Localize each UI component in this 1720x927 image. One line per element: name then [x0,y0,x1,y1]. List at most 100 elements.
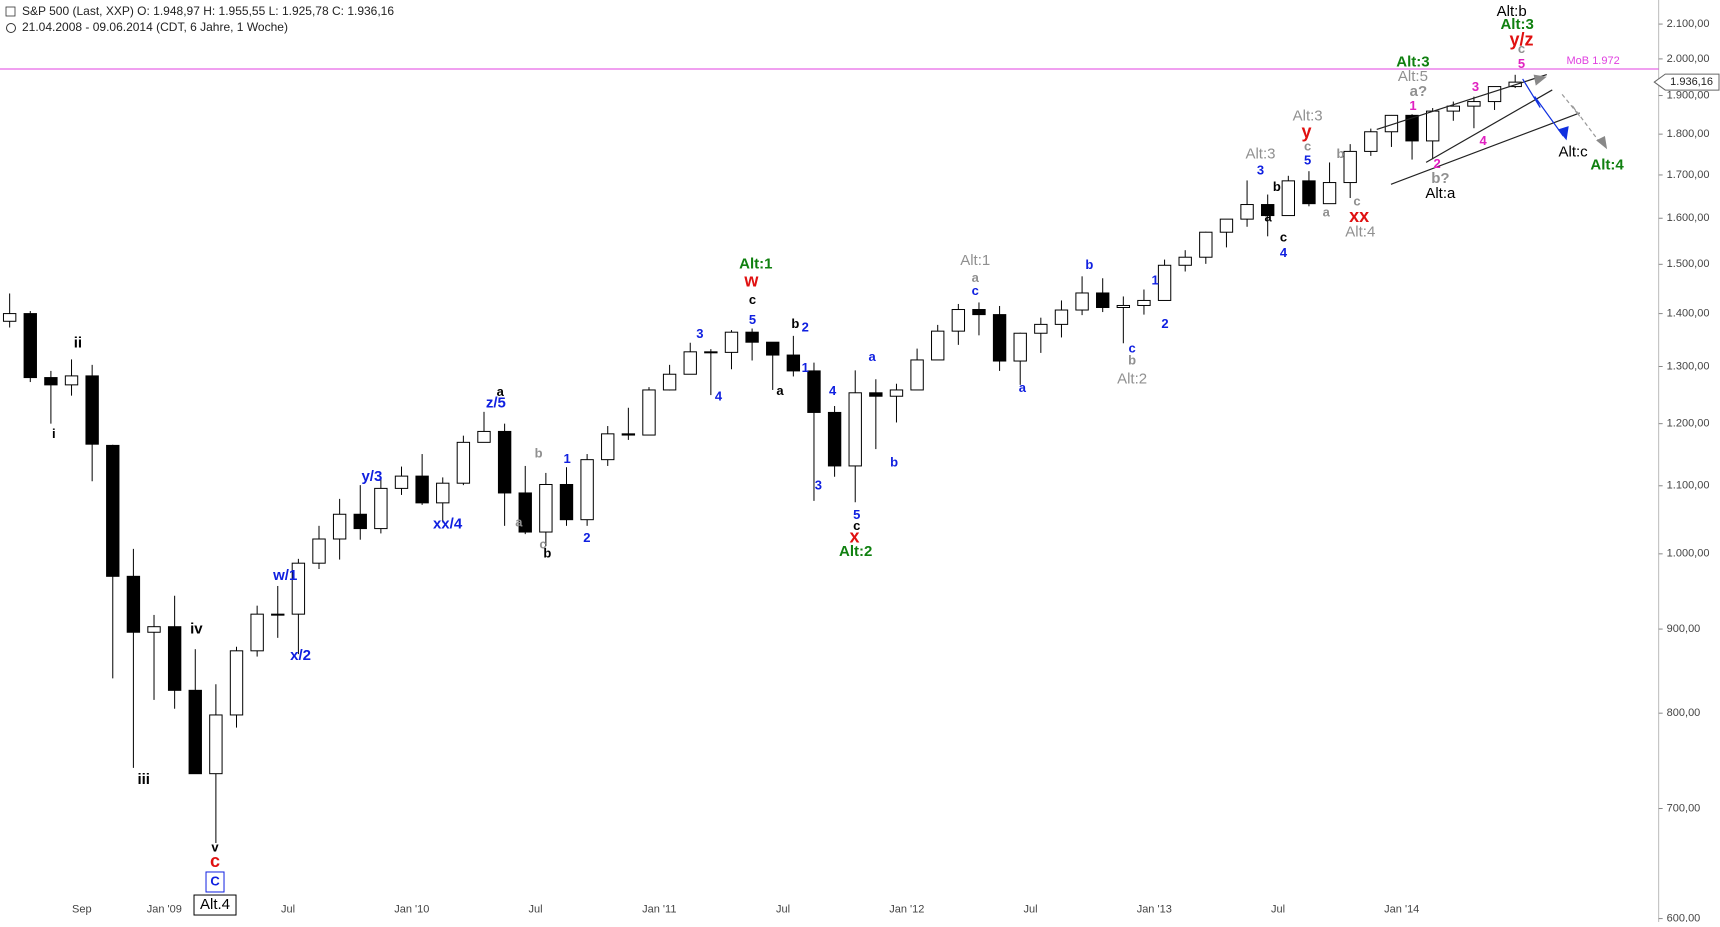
wave-label: a? [1410,83,1428,100]
candle-body [910,359,924,391]
candle-body [394,475,409,489]
wave-label: i [52,426,56,441]
candle-body [44,377,58,386]
candle-body [312,538,326,564]
y-tick-label: 900,00 [1667,623,1701,635]
wave-label: Alt:3 [1293,107,1323,124]
x-tick-label: Jan '11 [642,903,676,915]
wave-label: b [543,545,551,560]
candle-body [1425,110,1440,142]
wave-label: w/1 [272,567,297,584]
wave-label: a [515,515,523,530]
candle-body [23,313,37,379]
candle-body [518,492,532,533]
candle-body [477,430,491,443]
y-tick-label: 1.900,00 [1667,89,1710,101]
wave-label: b [791,316,799,331]
candle-body [209,714,223,775]
candle-body [827,411,842,467]
candle-body [1075,292,1089,311]
wave-label: 1 [1409,98,1416,113]
wave-label: Alt:a [1425,185,1456,202]
candle-body [1467,101,1481,107]
wave-label: 5 [1304,153,1311,168]
wave-label: z/5 [486,395,506,412]
trend-line [1425,89,1553,163]
y-tick-label: 1.000,00 [1667,548,1710,560]
wave-label: c [1353,193,1360,208]
label-box [205,871,225,893]
wave-label: x [850,526,860,546]
arrow-head [1557,126,1569,141]
arrow-head [1596,136,1608,150]
candle-body [745,331,759,343]
wave-label: Alt:1 [739,255,772,272]
candle-body [1343,150,1357,184]
candle-body [766,341,780,356]
candle-body [1240,204,1254,220]
wave-label: a [868,349,876,364]
candle-body [601,433,615,461]
candle-body [1302,180,1316,205]
chart-icon [5,6,16,17]
projection-arrow [1561,93,1603,146]
candle-body [1034,323,1048,334]
y-tick-label: 1.200,00 [1667,418,1710,430]
wave-label: y [1302,121,1312,141]
candle-body [539,483,553,533]
x-tick-label: Jan '13 [1137,903,1172,915]
wave-label: b? [1431,170,1449,187]
wave-label: 5 [1518,56,1525,71]
candle-body [848,392,862,467]
wave-label: b [535,446,543,461]
chart-subheader: 21.04.2008 - 09.06.2014 (CDT, 6 Jahre, 1… [22,20,288,34]
mob-label: MoB 1.972 [1567,55,1620,67]
wave-label: b [890,454,898,469]
candle-body [642,389,656,436]
y-tick-label: 1.600,00 [1667,212,1710,224]
candle-body [992,314,1007,362]
candle-body [621,433,636,436]
wave-label: Alt:4 [1345,224,1375,241]
x-tick-label: Jan '12 [889,903,924,915]
candle-body [580,459,594,521]
wave-label: c [853,518,860,533]
wave-label: iv [190,621,203,638]
wave-label: Alt:1 [960,252,990,269]
wave-label: 5 [749,312,756,327]
candle-body [724,331,739,353]
wave-label: 1 [1152,272,1159,287]
candle-body [126,575,141,633]
candle-body [497,430,512,494]
candle-body [1261,204,1275,217]
candle-body [456,441,471,484]
candle-body [85,375,99,445]
label-box [193,894,237,916]
candle-body [2,313,17,322]
candle-body [147,626,161,633]
candle-body [951,309,966,332]
wave-label: b [1273,179,1281,194]
candle-body [353,513,367,530]
candle-body [250,613,264,652]
wave-label: 5 [853,507,860,522]
wave-label: Alt:2 [839,543,872,560]
candle-body [972,309,986,316]
x-tick-label: Jan '10 [394,903,429,915]
wave-label: 2 [1161,316,1168,331]
candle-body [662,373,677,391]
candle-body [436,482,450,504]
wave-label: c [972,283,979,298]
y-tick-label: 1.300,00 [1667,360,1710,372]
candle-body [869,392,883,397]
wave-label: c [210,851,220,871]
last-price-tag [1653,73,1720,91]
wave-label: 2 [802,319,809,334]
wave-label: c [539,537,546,552]
wave-label: iii [137,771,150,788]
x-tick-label: Jul [281,903,295,915]
x-tick-label: Jul [1023,903,1037,915]
clock-icon [6,23,16,33]
y-tick-label: 2.100,00 [1667,18,1710,30]
